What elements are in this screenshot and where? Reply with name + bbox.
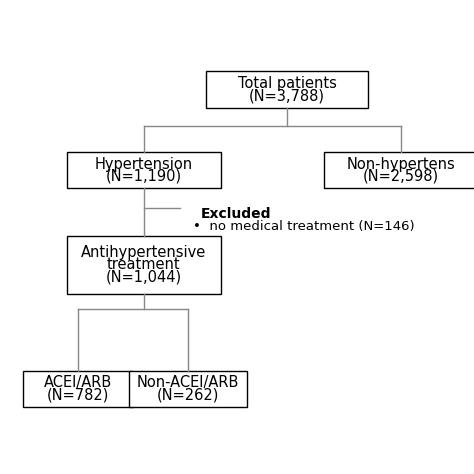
Text: (N=3,788): (N=3,788): [249, 88, 325, 103]
FancyBboxPatch shape: [129, 371, 246, 407]
Text: (N=1,044): (N=1,044): [106, 269, 182, 284]
FancyBboxPatch shape: [23, 371, 133, 407]
Text: (N=1,190): (N=1,190): [106, 169, 182, 183]
FancyBboxPatch shape: [66, 236, 221, 294]
Text: treatment: treatment: [107, 257, 181, 273]
Text: Antihypertensive: Antihypertensive: [81, 246, 206, 260]
Text: ACEI/ARB: ACEI/ARB: [44, 375, 112, 391]
FancyBboxPatch shape: [66, 152, 221, 188]
Text: Hypertension: Hypertension: [95, 156, 193, 172]
FancyBboxPatch shape: [324, 152, 474, 188]
Text: Non-ACEI/ARB: Non-ACEI/ARB: [137, 375, 239, 391]
Text: Total patients: Total patients: [237, 76, 337, 91]
Text: (N=782): (N=782): [46, 388, 109, 402]
Text: Excluded: Excluded: [201, 207, 271, 221]
Text: •  no medical treatment (N=146): • no medical treatment (N=146): [193, 220, 415, 233]
FancyBboxPatch shape: [206, 72, 368, 108]
Text: (N=262): (N=262): [156, 388, 219, 402]
Text: (N=2,598): (N=2,598): [363, 169, 439, 183]
Text: Non-hypertens: Non-hypertens: [346, 156, 455, 172]
